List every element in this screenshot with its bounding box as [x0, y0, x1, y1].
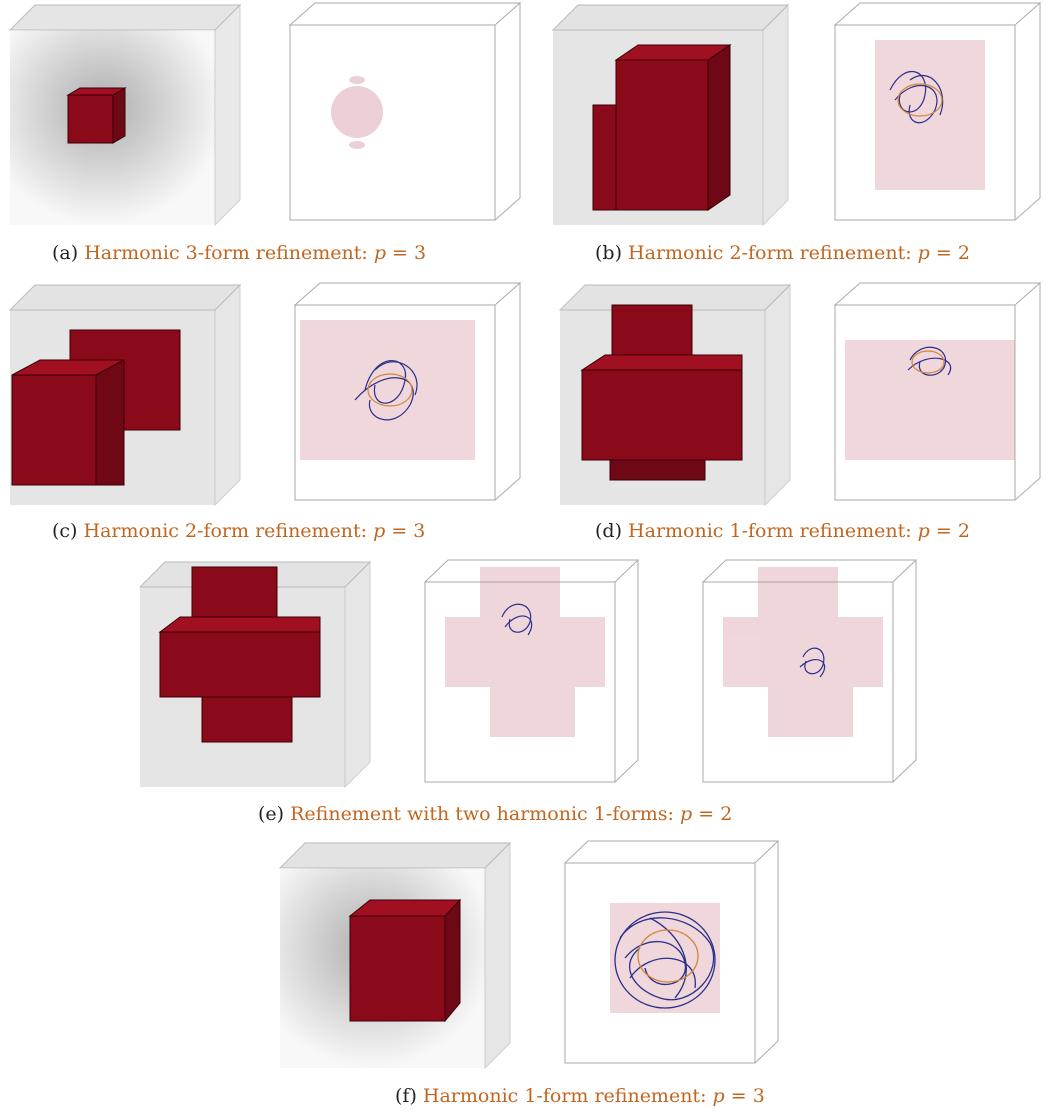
caption-eq: = 3 [730, 1085, 765, 1107]
caption-label: (d) [595, 520, 622, 542]
field-lines [907, 346, 951, 376]
refined-block [592, 44, 732, 211]
caption-label: (b) [595, 242, 622, 264]
caption-text: Harmonic 1-form refinement: [628, 520, 912, 542]
field-lines [501, 603, 533, 636]
refined-block [158, 566, 321, 743]
caption-eq: = 2 [698, 803, 733, 825]
figure-f-mesh [270, 838, 520, 1073]
figure-b-field [820, 0, 1045, 225]
cube-mesh-d [558, 283, 792, 507]
caption-var: p [373, 520, 386, 542]
figure-d-field [820, 280, 1045, 505]
caption-eq: = 3 [391, 520, 426, 542]
caption-label: (a) [52, 242, 79, 264]
field-cloud [723, 567, 883, 737]
refined-block [580, 304, 743, 481]
caption-label: (f) [395, 1085, 417, 1107]
field-lines [614, 911, 716, 1009]
refined-block [348, 898, 462, 1023]
caption-c: (c) Harmonic 2-form refinement: p = 3 [52, 520, 425, 542]
refined-block [11, 329, 181, 486]
cube-field-b [833, 2, 1042, 221]
caption-text: Harmonic 2-form refinement: [628, 242, 912, 264]
caption-var: p [712, 1085, 725, 1107]
field-cloud [875, 40, 985, 190]
caption-eq: = 2 [935, 520, 970, 542]
caption-text: Harmonic 1-form refinement: [422, 1085, 707, 1107]
field-cloud [300, 320, 475, 460]
caption-var: p [917, 242, 930, 264]
figure-a-mesh [0, 0, 250, 227]
cube-field-f [563, 840, 780, 1064]
caption-text: Refinement with two harmonic 1-forms: [290, 803, 674, 825]
figure-c-field [275, 280, 525, 505]
caption-var: p [680, 803, 693, 825]
cube-mesh-e [138, 560, 372, 789]
figure-c-mesh [0, 280, 250, 507]
caption-text: Harmonic 2-form refinement: [83, 520, 368, 542]
caption-eq: = 3 [392, 242, 427, 264]
cube-field-e1 [423, 559, 640, 783]
figure-e-mesh [130, 557, 380, 792]
cube-field-e2 [701, 559, 918, 783]
caption-d: (d) Harmonic 1-form refinement: p = 2 [595, 520, 970, 542]
cube-mesh-a [8, 3, 242, 227]
cube-mesh-c [8, 283, 242, 507]
field-lines [889, 71, 944, 124]
field-cloud [845, 340, 1015, 460]
figure-e-field-1 [410, 557, 645, 792]
field-lines [799, 647, 826, 678]
figure-a-field [270, 0, 530, 225]
figure-e-field-2 [688, 557, 923, 792]
figure-b-mesh [548, 0, 798, 227]
caption-label: (c) [52, 520, 78, 542]
cube-mesh-f [278, 841, 512, 1070]
refined-block [67, 94, 114, 144]
figure-f-field [550, 838, 785, 1073]
field-lines [354, 360, 418, 421]
caption-var: p [917, 520, 930, 542]
caption-a: (a) Harmonic 3-form refinement: p = 3 [52, 242, 426, 264]
cube-field-d [833, 282, 1042, 501]
caption-text: Harmonic 3-form refinement: [84, 242, 368, 264]
field-cloud [331, 76, 383, 149]
caption-b: (b) Harmonic 2-form refinement: p = 2 [595, 242, 970, 264]
cube-mesh-b [551, 3, 790, 227]
cube-field-c [293, 282, 522, 501]
caption-var: p [373, 242, 386, 264]
cube-field-a [288, 2, 522, 221]
field-cloud [445, 567, 605, 737]
caption-f: (f) Harmonic 1-form refinement: p = 3 [395, 1085, 765, 1107]
figure-d-mesh [550, 280, 800, 507]
caption-eq: = 2 [935, 242, 970, 264]
caption-e: (e) Refinement with two harmonic 1-forms… [258, 803, 732, 825]
caption-label: (e) [258, 803, 285, 825]
